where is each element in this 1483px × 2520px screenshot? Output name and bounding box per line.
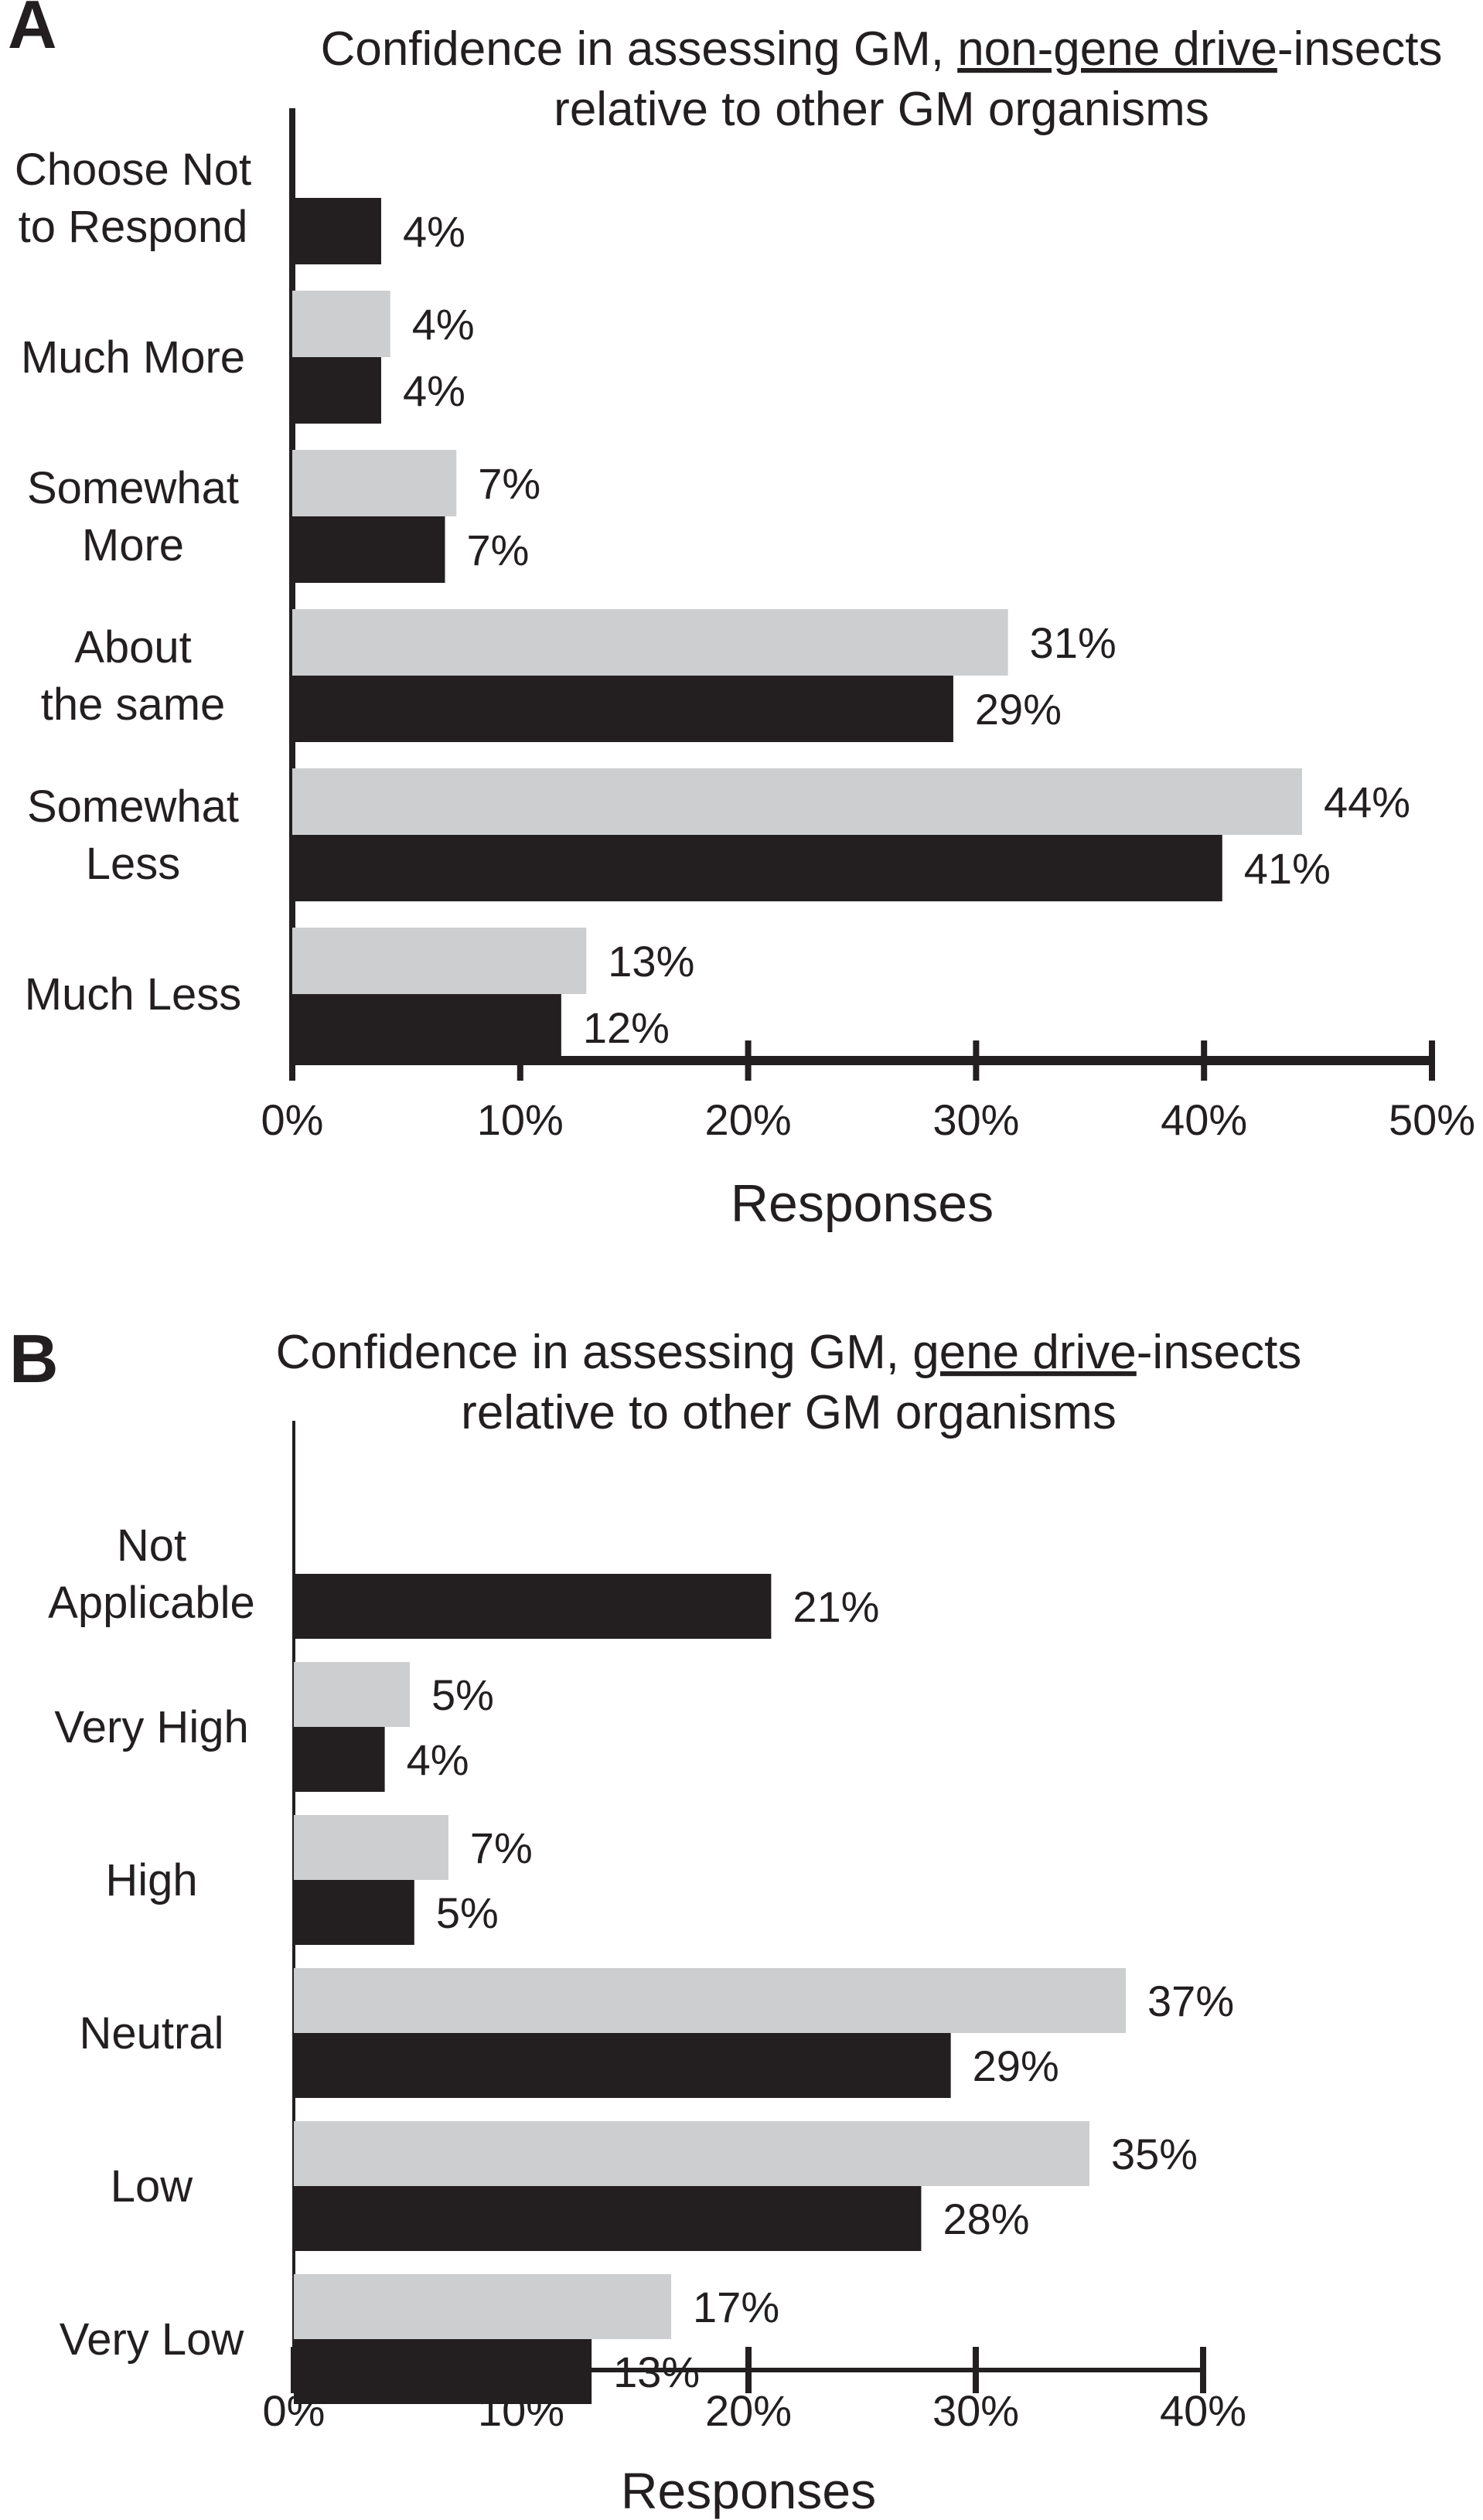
bar-black [292, 994, 561, 1061]
data-label: 7% [467, 526, 530, 574]
x-tick-label: 30% [932, 1095, 1019, 1144]
category-label: Somewhat [27, 782, 239, 832]
x-tick-label: 20% [705, 2386, 792, 2435]
data-label: 29% [975, 685, 1062, 734]
bar-gray [294, 2121, 1089, 2186]
category-label: to Respond [19, 202, 248, 252]
chart-title-line1: Confidence in assessing GM, gene drive-i… [276, 1326, 1302, 1379]
data-label: 4% [403, 207, 465, 256]
bar-gray [294, 1662, 410, 1727]
data-label: 4% [412, 300, 475, 349]
title-fragment: Confidence in assessing GM, [276, 1326, 913, 1379]
category-label: Choose Not [15, 145, 251, 195]
title-fragment: -insects [1137, 1326, 1302, 1379]
data-label: 5% [436, 1888, 499, 1937]
data-label: 13% [613, 2348, 700, 2396]
category-label: Applicable [48, 1578, 255, 1628]
x-tick-label: 0% [261, 1095, 324, 1144]
panel-label: A [8, 0, 57, 63]
data-label: 37% [1147, 1977, 1234, 2025]
data-label: 7% [478, 459, 540, 508]
data-label: 31% [1030, 618, 1117, 667]
bar-gray [294, 1815, 448, 1880]
x-tick-label: 40% [1161, 1095, 1247, 1144]
category-label: More [82, 520, 184, 570]
bar-black [292, 835, 1222, 901]
category-label: Very High [54, 1702, 248, 1752]
data-label: 28% [943, 2195, 1029, 2243]
bar-black [294, 1574, 772, 1639]
bar-black [292, 516, 445, 583]
bar-gray [292, 291, 390, 357]
chart-title-line1: Confidence in assessing GM, non-gene dri… [321, 22, 1443, 76]
bar-black [294, 1727, 385, 1792]
data-label: 7% [470, 1824, 533, 1872]
bar-black [294, 2339, 592, 2404]
bar-gray [292, 450, 457, 516]
data-label: 35% [1111, 2130, 1198, 2178]
data-label: 4% [407, 1735, 469, 1784]
bar-black [292, 198, 381, 264]
bar-gray [294, 1968, 1127, 2033]
bar-black [294, 1880, 414, 1945]
category-label: Much More [21, 332, 245, 383]
panel-b: B Confidence in assessing GM, gene drive-… [9, 1320, 1301, 2519]
x-axis-label: Responses [731, 1174, 994, 1233]
x-tick-label: 50% [1389, 1095, 1475, 1144]
bar-black [292, 676, 953, 742]
data-label: 13% [608, 937, 694, 986]
title-fragment: -insects [1277, 22, 1443, 76]
bar-gray [292, 609, 1008, 676]
bar-gray [292, 928, 587, 994]
bar-gray [292, 768, 1302, 835]
chart-title-line2: relative to other GM organisms [554, 83, 1209, 136]
data-label: 5% [431, 1670, 494, 1719]
data-label: 41% [1244, 844, 1331, 893]
category-label: High [105, 1855, 197, 1905]
title-underlined-term: gene drive [912, 1326, 1137, 1379]
bar-black [292, 357, 381, 424]
title-fragment: Confidence in assessing GM, [321, 22, 958, 76]
bar-gray [294, 2274, 672, 2339]
x-tick-label: 10% [477, 1095, 564, 1144]
category-label: Less [86, 839, 181, 889]
bar-black [294, 2033, 951, 2098]
title-underlined-term: non-gene drive [957, 22, 1277, 76]
category-label: Very Low [60, 2314, 245, 2365]
x-tick-label: 40% [1160, 2386, 1246, 2435]
x-tick-label: 30% [932, 2386, 1019, 2435]
category-label: the same [41, 679, 226, 730]
data-label: 12% [583, 1003, 670, 1052]
data-label: 44% [1324, 778, 1410, 826]
category-label: Neutral [80, 2008, 224, 2059]
panel-label: B [9, 1320, 59, 1397]
category-label: Not [117, 1521, 186, 1571]
chart-title-line2: relative to other GM organisms [461, 1386, 1117, 1439]
bar-black [294, 2186, 922, 2251]
data-label: 29% [973, 2042, 1059, 2090]
data-label: 21% [793, 1582, 879, 1631]
category-label: Much Less [25, 969, 241, 1020]
category-label: Low [111, 2161, 194, 2212]
x-axis-label: Responses [621, 2462, 876, 2519]
data-label: 17% [693, 2283, 779, 2331]
category-label: Somewhat [27, 463, 239, 513]
panel-a: A Confidence in assessing GM, non-gene dr… [8, 0, 1475, 1233]
x-tick-label: 20% [705, 1095, 792, 1144]
data-label: 4% [403, 366, 465, 415]
category-label: About [74, 622, 192, 673]
